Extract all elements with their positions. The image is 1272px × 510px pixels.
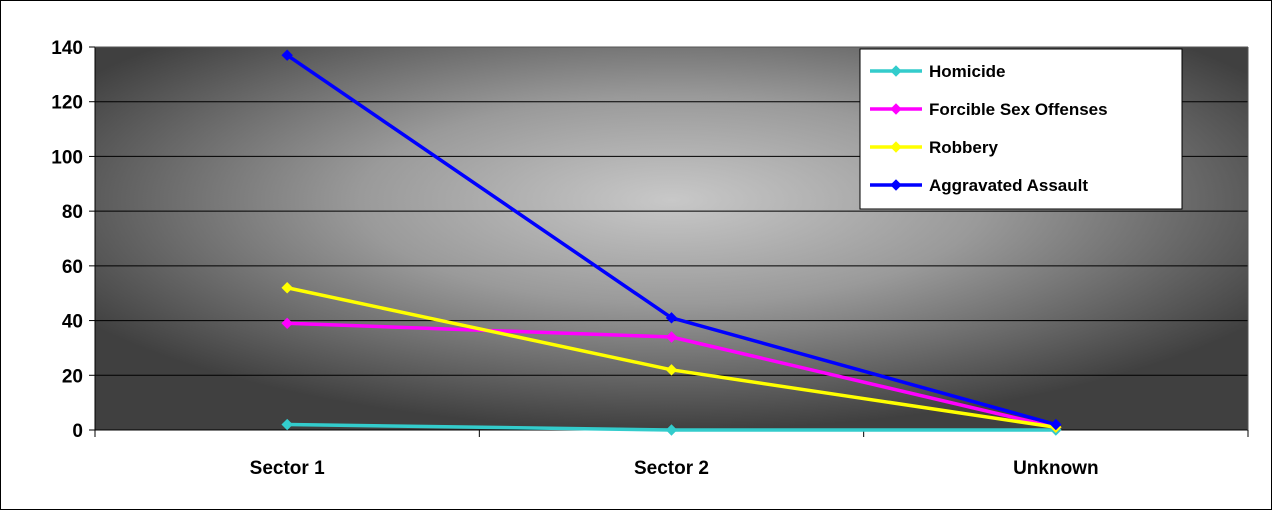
y-tick-label: 40 — [62, 312, 83, 333]
data-point — [281, 49, 293, 61]
legend-marker — [890, 103, 902, 115]
x-tick-label: Sector 1 — [250, 458, 325, 479]
data-point — [281, 418, 293, 431]
data-point — [665, 364, 678, 376]
legend-label: Forcible Sex Offenses — [929, 100, 1108, 119]
y-tick-label: 140 — [51, 38, 83, 59]
legend-marker — [890, 141, 902, 153]
legend-label: Aggravated Assault — [929, 176, 1088, 195]
legend-marker — [890, 65, 902, 77]
legend-label: Robbery — [929, 138, 999, 157]
data-point — [665, 312, 678, 324]
y-tick-label: 60 — [62, 257, 83, 278]
series-lines — [281, 49, 1062, 436]
y-tick-label: 80 — [62, 202, 83, 223]
legend-marker — [890, 179, 902, 191]
data-point — [281, 317, 293, 330]
x-tick-label: Sector 2 — [634, 458, 709, 479]
x-tick-label: Unknown — [1013, 458, 1099, 479]
data-point — [1050, 418, 1062, 431]
y-axis-ticks: 0 20 40 60 80 100 120 140 — [51, 38, 83, 442]
y-tick-label: 20 — [62, 366, 83, 387]
y-tick-label: 0 — [72, 421, 83, 442]
legend-box — [859, 48, 1183, 210]
data-point — [665, 424, 678, 436]
y-tick-label: 100 — [51, 147, 83, 168]
x-axis-ticks: Sector 1 Sector 2 Unknown — [250, 458, 1099, 479]
legend: Homicide Forcible Sex Offenses Robbery Aggr… — [859, 48, 1183, 210]
y-tick-label: 120 — [51, 93, 83, 114]
data-point — [281, 282, 293, 294]
data-point — [665, 331, 678, 343]
legend-label: Homicide — [929, 62, 1006, 81]
